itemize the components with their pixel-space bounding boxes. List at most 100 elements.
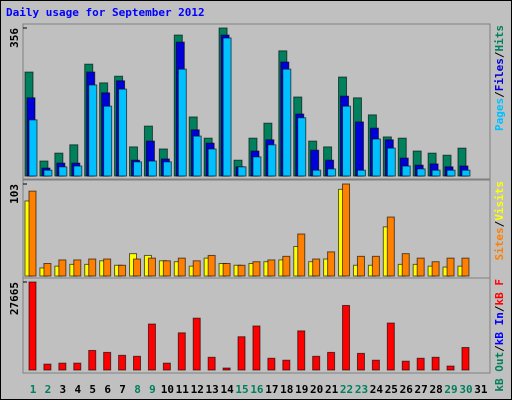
x-tick-label: 8 [134, 383, 141, 396]
bar [327, 351, 336, 371]
bar [297, 117, 307, 177]
bar [43, 262, 52, 277]
bar [28, 119, 38, 177]
bar [371, 138, 381, 177]
bar [327, 251, 336, 277]
bar [386, 147, 396, 177]
bar [207, 254, 216, 277]
bar [356, 352, 365, 371]
bar [312, 169, 322, 177]
bar [237, 264, 246, 277]
x-tick-label: 30 [459, 383, 472, 396]
x-tick-label: 25 [385, 383, 398, 396]
bar [28, 281, 37, 371]
legend-entry: kB Out [493, 352, 506, 392]
x-tick-label: 9 [149, 383, 156, 396]
bar [354, 121, 364, 177]
x-tick-label: 26 [400, 383, 414, 396]
bar [177, 257, 186, 277]
bar [192, 135, 202, 177]
y-tick-label: 356 [8, 28, 21, 48]
legend-entry: Sites [493, 227, 506, 260]
bar [237, 336, 246, 371]
legend-entry: Pages [493, 98, 506, 131]
bar [371, 359, 380, 371]
bar [133, 258, 142, 277]
x-tick-label: 3 [60, 383, 67, 396]
bar [147, 323, 156, 371]
bar [327, 168, 337, 177]
bar [88, 258, 97, 277]
bar [88, 84, 98, 177]
bar [416, 357, 425, 371]
bar [297, 330, 306, 371]
x-tick-label: 27 [415, 383, 428, 396]
bar [73, 165, 83, 177]
bar [222, 367, 231, 371]
bar [58, 259, 67, 277]
bar [371, 255, 380, 277]
bar [192, 317, 201, 371]
bar [162, 161, 172, 177]
bar [461, 257, 470, 277]
bar [237, 166, 247, 177]
bar [58, 166, 68, 177]
bar [312, 258, 321, 277]
bar [282, 359, 291, 371]
legend-separator: / [493, 305, 506, 312]
legend-separator: / [493, 345, 506, 352]
bar [401, 360, 410, 371]
x-tick-label: 12 [191, 383, 204, 396]
bar [177, 68, 187, 177]
bar [147, 257, 156, 277]
bar [431, 356, 440, 371]
bar [103, 351, 112, 371]
bar [118, 264, 127, 277]
bar [342, 183, 351, 277]
bar [431, 261, 440, 277]
bar [118, 354, 127, 371]
bar [192, 260, 201, 277]
x-tick-label: 19 [295, 383, 308, 396]
bar [222, 262, 231, 277]
bar [342, 304, 351, 371]
bar [401, 253, 410, 277]
bar [342, 105, 352, 177]
x-tick-label: 16 [250, 383, 264, 396]
legend: kB Out/kB In/kB F [493, 279, 506, 392]
bar [431, 169, 441, 177]
legend-separator: / [493, 91, 506, 98]
bar [297, 233, 306, 277]
x-tick-label: 24 [370, 383, 384, 396]
x-tick-label: 23 [355, 383, 368, 396]
bar [267, 357, 276, 371]
bar [43, 363, 52, 371]
legend-entry: kB F [493, 279, 506, 306]
y-tick-label: 103 [8, 184, 21, 204]
bar [386, 322, 395, 371]
bar [267, 144, 277, 177]
x-tick-label: 20 [310, 383, 323, 396]
legend: Pages/Files/Hits [493, 25, 506, 131]
bar [133, 161, 143, 177]
bar [207, 148, 217, 177]
x-tick-label: 6 [104, 383, 111, 396]
legend: Sites/Visits [493, 181, 506, 261]
bar [386, 216, 395, 277]
legend-entry: Hits [493, 25, 506, 52]
bar [416, 168, 426, 177]
x-tick-label: 15 [235, 383, 248, 396]
bar [461, 347, 470, 371]
x-tick-label: 31 [474, 383, 488, 396]
bar [267, 259, 276, 277]
legend-separator: / [493, 220, 506, 227]
x-tick-label: 13 [206, 383, 219, 396]
bar [312, 355, 321, 371]
bar [282, 255, 291, 277]
x-tick-label: 28 [429, 383, 442, 396]
legend-entry: Visits [493, 181, 506, 221]
chart-title: Daily usage for September 2012 [6, 6, 205, 19]
legend-entry: kB In [493, 312, 506, 345]
x-tick-label: 18 [280, 383, 293, 396]
